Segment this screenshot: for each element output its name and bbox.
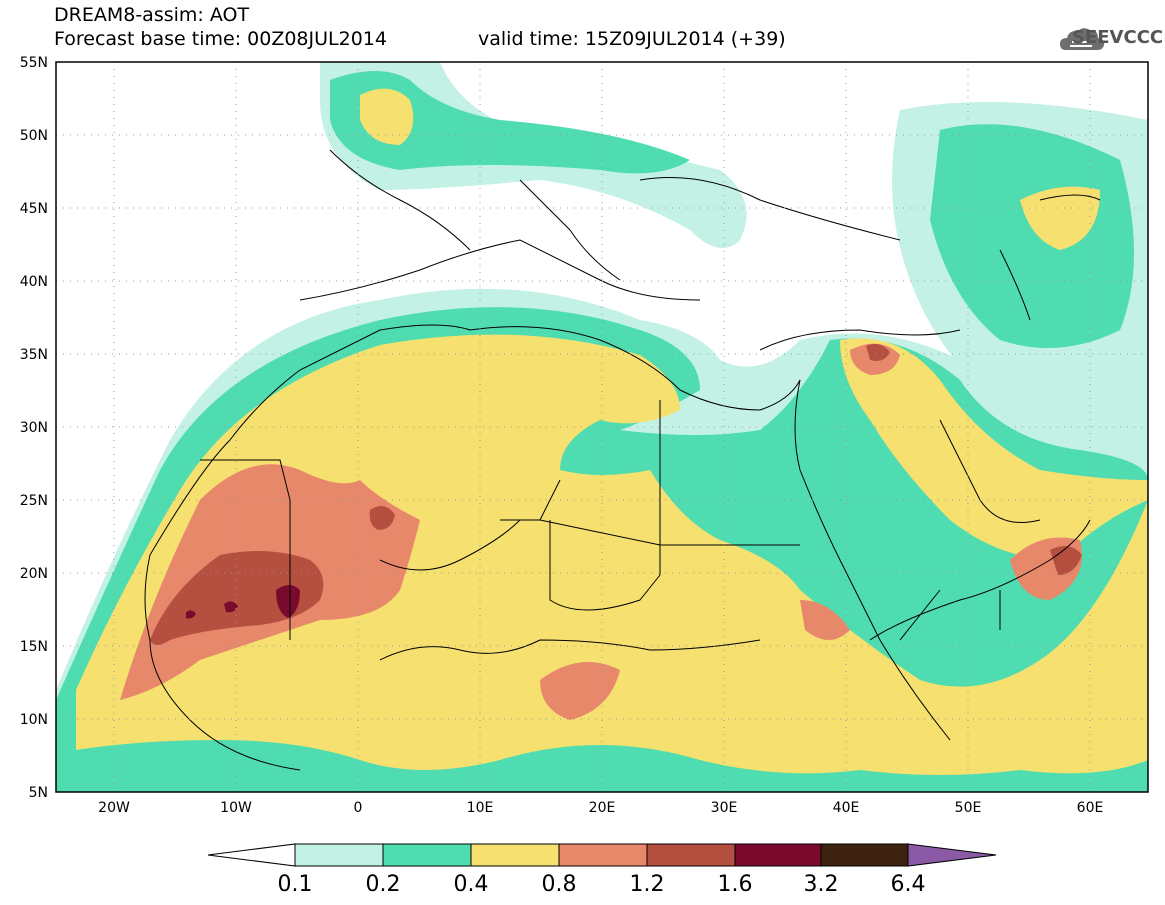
colorbar-segment <box>558 843 648 867</box>
map-frame <box>55 61 1149 793</box>
colorbar-segment <box>382 843 472 867</box>
aot-field <box>56 62 1148 792</box>
colorbar-label: 6.4 <box>890 872 926 897</box>
map-title: DREAM8-assim: AOT <box>54 4 250 26</box>
lat-label: 30N <box>20 420 48 436</box>
lat-label: 5N <box>29 785 48 801</box>
latitude-labels: 55N 50N 45N 40N 35N 30N 25N 20N 15N 10N … <box>20 55 48 801</box>
colorbar-segment <box>294 843 384 867</box>
lon-label: 40E <box>833 800 860 816</box>
logo-text: SEEVCCC <box>1072 27 1164 48</box>
colorbar-label: 1.2 <box>629 872 665 897</box>
colorbar-label: 0.4 <box>453 872 489 897</box>
colorbar-segment <box>646 843 736 867</box>
colorbar-label: 0.8 <box>541 872 577 897</box>
colorbar-label: 0.2 <box>365 872 401 897</box>
colorbar-over-arrow <box>907 843 997 867</box>
lat-label: 35N <box>20 347 48 363</box>
colorbar-label: 0.1 <box>277 872 313 897</box>
valid-time: valid time: 15Z09JUL2014 (+39) <box>478 28 786 50</box>
forecast-base-time: Forecast base time: 00Z08JUL2014 <box>54 28 387 50</box>
lat-label: 15N <box>20 639 48 655</box>
cloud-icon <box>1060 28 1105 50</box>
lat-label: 40N <box>20 274 48 290</box>
lon-label: 60E <box>1077 800 1104 816</box>
lon-label: 10W <box>220 800 252 816</box>
lat-label: 55N <box>20 55 48 71</box>
colorbar-segment <box>820 843 909 867</box>
longitude-labels: 20W 10W 0 10E 20E 30E 40E 50E 60E <box>98 800 1103 816</box>
lat-label: 20N <box>20 566 48 582</box>
colorbar-under-arrow <box>207 843 296 867</box>
lon-label: 50E <box>955 800 982 816</box>
lon-label: 30E <box>711 800 738 816</box>
colorbar-label: 1.6 <box>717 872 753 897</box>
colorbar-label: 3.2 <box>803 872 839 897</box>
lat-label: 50N <box>20 128 48 144</box>
lat-label: 10N <box>20 712 48 728</box>
colorbar <box>207 843 997 867</box>
lon-label: 10E <box>467 800 494 816</box>
lon-label: 0 <box>354 800 363 816</box>
lat-label: 25N <box>20 493 48 509</box>
lon-label: 20E <box>589 800 616 816</box>
colorbar-segment <box>734 843 822 867</box>
lon-label: 20W <box>98 800 130 816</box>
colorbar-segment <box>470 843 560 867</box>
lat-label: 45N <box>20 201 48 217</box>
grid <box>56 62 1148 792</box>
